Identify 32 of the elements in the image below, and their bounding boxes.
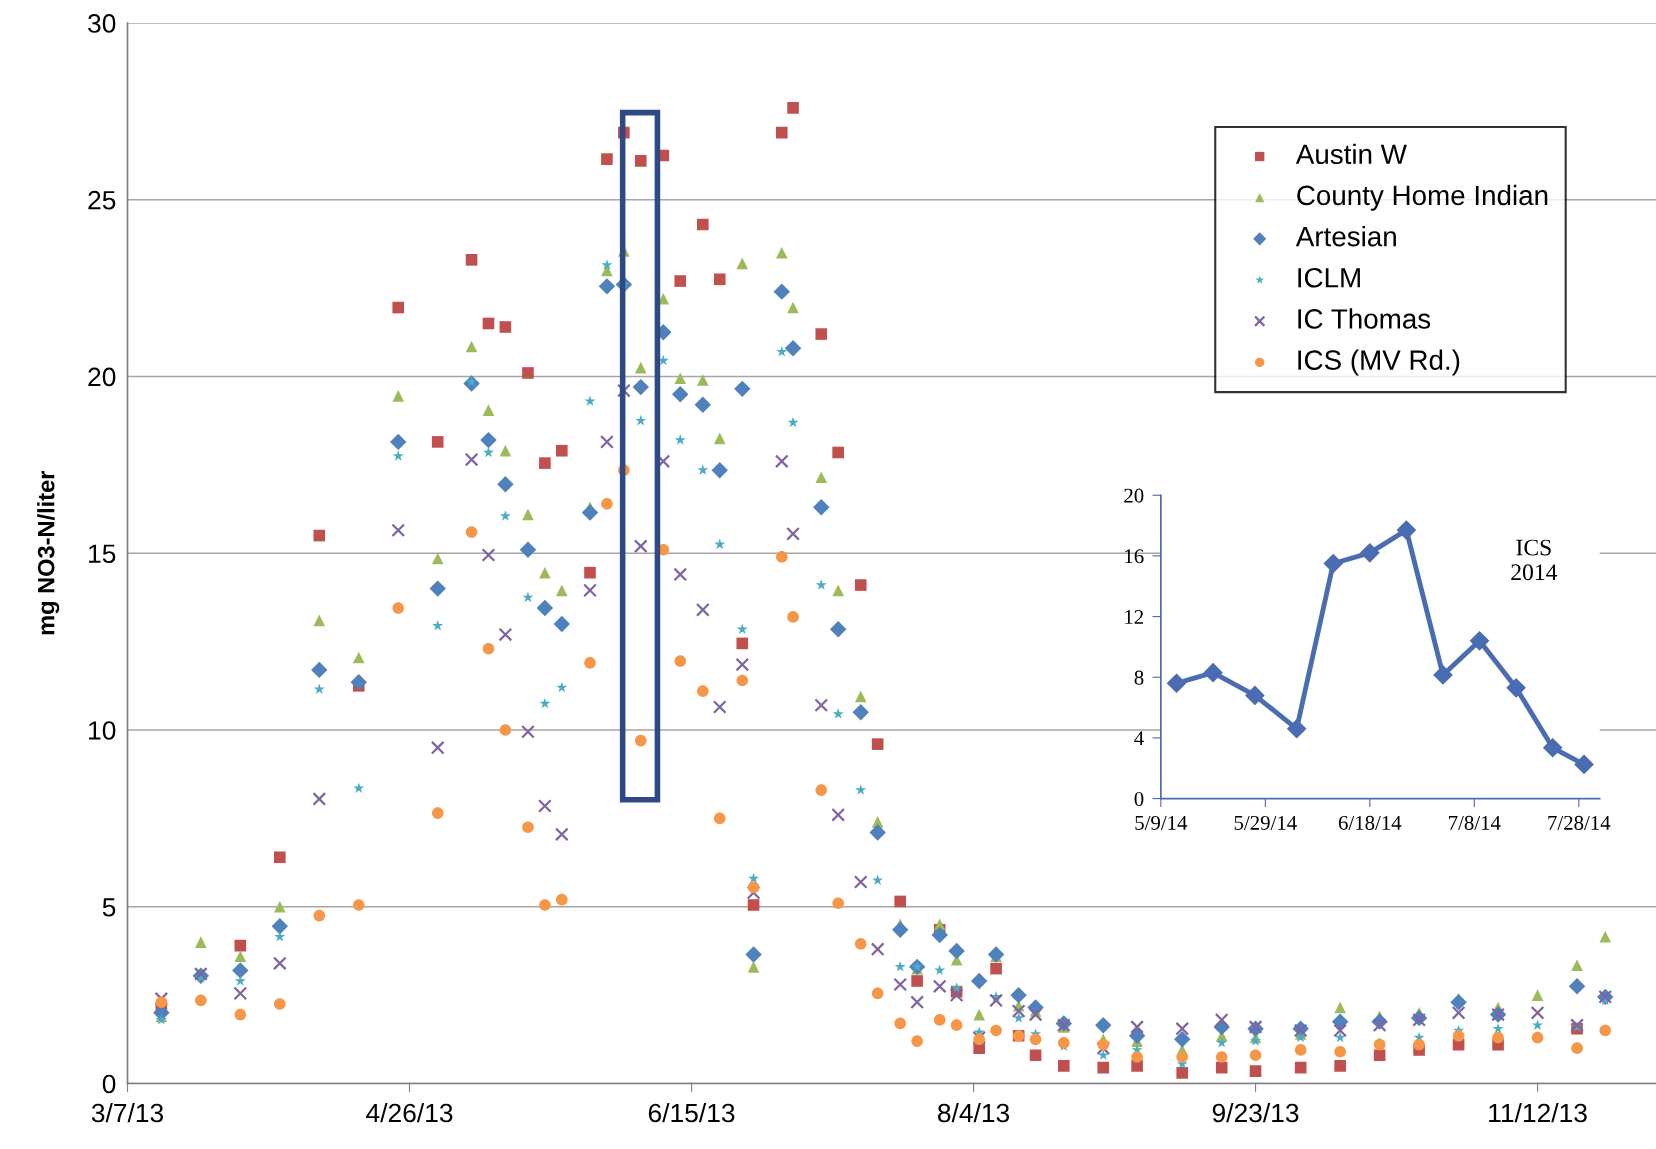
y-tick-label: 30 [88, 14, 116, 33]
y-tick-label: 5 [102, 898, 116, 917]
y-tick-label: 10 [89, 721, 116, 740]
x-tick-label: 8/4/13 [938, 1102, 1010, 1123]
y-tick-label: 0 [102, 1074, 116, 1094]
y-tick-label: 20 [88, 367, 116, 387]
y-tick-label: 8 [1134, 670, 1144, 685]
x-tick-label: 4/26/13 [366, 1102, 453, 1123]
y-axis-title: mg NO3-N/liter [37, 470, 60, 635]
x-tick-label: 11/12/13 [1489, 1102, 1587, 1123]
y-tick-label: 16 [1125, 549, 1144, 564]
legend-label: Austin W [1295, 143, 1407, 165]
legend-label: ICS (MV Rd.) [1298, 349, 1460, 376]
x-tick-label: 5/29/14 [1234, 815, 1297, 830]
y-tick-label: 25 [88, 190, 116, 210]
legend-label: Artesian [1295, 226, 1396, 247]
y-tick-label: 4 [1134, 731, 1144, 746]
annotation: ICS 2014 [1511, 539, 1558, 581]
y-tick-label: 0 [1134, 791, 1144, 806]
legend-label: County Home Indian [1297, 184, 1548, 211]
x-tick-label: 7/28/14 [1548, 815, 1611, 830]
legend-label: IC Thomas [1298, 308, 1431, 329]
x-tick-label: 7/8/14 [1449, 815, 1501, 830]
y-tick-label: 15 [89, 544, 116, 564]
x-tick-label: 3/7/13 [91, 1102, 164, 1123]
x-tick-label: 5/9/14 [1135, 815, 1188, 830]
y-tick-label: 20 [1124, 488, 1144, 503]
y-tick-label: 12 [1125, 609, 1144, 624]
x-tick-label: 6/18/14 [1338, 815, 1402, 830]
x-tick-label: 9/23/13 [1212, 1102, 1299, 1123]
legend-label: ICLM [1298, 267, 1360, 288]
x-tick-label: 6/15/13 [648, 1102, 735, 1123]
